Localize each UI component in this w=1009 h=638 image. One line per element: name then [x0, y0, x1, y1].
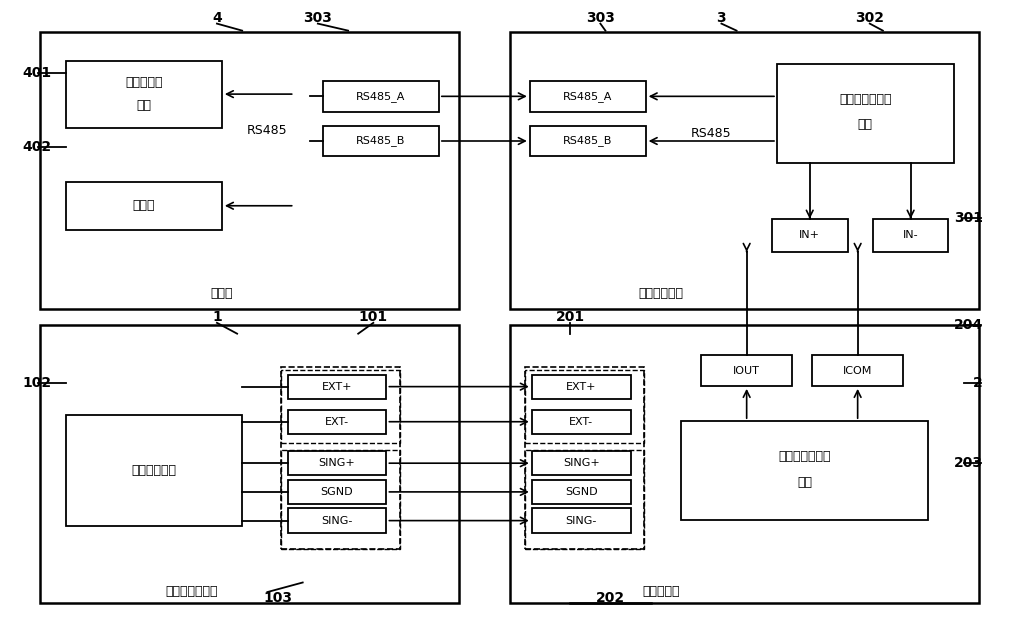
Text: EXT+: EXT+ [566, 382, 596, 392]
Text: 301: 301 [954, 211, 983, 225]
Text: 302: 302 [856, 11, 884, 25]
Bar [40, 325, 459, 603]
Text: 1: 1 [212, 310, 222, 324]
Text: 103: 103 [263, 591, 292, 605]
Text: 4: 4 [212, 11, 222, 25]
Text: EXT-: EXT- [569, 417, 593, 427]
Bar [701, 355, 792, 386]
Bar [532, 375, 631, 399]
Bar [288, 508, 386, 533]
Text: SING+: SING+ [563, 458, 599, 468]
Text: 203: 203 [954, 456, 983, 470]
Text: RS485: RS485 [247, 124, 288, 137]
Bar [812, 355, 903, 386]
Text: SING-: SING- [565, 516, 597, 526]
Text: 数据采集与转换: 数据采集与转换 [838, 93, 892, 106]
Text: 信号转换电路: 信号转换电路 [131, 464, 177, 477]
Text: 工控机: 工控机 [211, 287, 233, 300]
Bar [288, 410, 386, 434]
Bar [532, 410, 631, 434]
Bar [525, 367, 644, 549]
Text: RS485_B: RS485_B [563, 135, 612, 147]
Bar [281, 450, 400, 549]
Text: 模拟信号发生器: 模拟信号发生器 [165, 585, 218, 598]
Bar [66, 182, 222, 230]
Text: SGND: SGND [321, 487, 353, 497]
Bar [66, 61, 222, 128]
Bar [530, 81, 646, 112]
Bar [873, 219, 948, 252]
Text: 显示屏: 显示屏 [132, 199, 155, 212]
Text: 信号处理及转换: 信号处理及转换 [778, 450, 831, 463]
Bar [288, 480, 386, 504]
Bar [288, 451, 386, 475]
Bar [532, 451, 631, 475]
Text: 2: 2 [973, 376, 983, 390]
Text: EXT+: EXT+ [322, 382, 352, 392]
Text: 401: 401 [22, 66, 51, 80]
Text: IN-: IN- [903, 230, 918, 241]
Text: 102: 102 [22, 376, 51, 390]
Text: 模块: 模块 [797, 475, 812, 489]
Text: 待测电路板: 待测电路板 [642, 585, 680, 598]
Bar [281, 367, 400, 549]
Text: 201: 201 [556, 310, 584, 324]
Bar [66, 415, 242, 526]
Text: 204: 204 [954, 318, 983, 332]
Bar [530, 126, 646, 156]
Text: RS485_A: RS485_A [356, 91, 406, 102]
Bar [323, 81, 439, 112]
Bar [40, 32, 459, 309]
Bar [772, 219, 848, 252]
Text: 303: 303 [586, 11, 614, 25]
Text: 信号采集模块: 信号采集模块 [639, 287, 683, 300]
Text: 存储与处理: 存储与处理 [125, 76, 162, 89]
Text: SING+: SING+ [319, 458, 355, 468]
Text: SING-: SING- [321, 516, 353, 526]
Text: 303: 303 [304, 11, 332, 25]
Text: 模块: 模块 [136, 99, 151, 112]
Bar [281, 370, 400, 443]
Text: 3: 3 [716, 11, 726, 25]
Bar [525, 370, 644, 443]
Text: RS485_A: RS485_A [563, 91, 612, 102]
Text: 402: 402 [22, 140, 51, 154]
Bar [532, 508, 631, 533]
Text: 202: 202 [596, 591, 625, 605]
Bar [510, 32, 979, 309]
Text: IOUT: IOUT [734, 366, 760, 376]
Text: EXT-: EXT- [325, 417, 349, 427]
Text: 单元: 单元 [858, 118, 873, 131]
Bar [510, 325, 979, 603]
Text: ICOM: ICOM [843, 366, 873, 376]
Bar [532, 480, 631, 504]
Bar [681, 421, 928, 520]
Bar [288, 375, 386, 399]
Bar [777, 64, 954, 163]
Text: RS485: RS485 [691, 128, 732, 140]
Text: IN+: IN+ [799, 230, 820, 241]
Bar [525, 450, 644, 549]
Text: 101: 101 [359, 310, 387, 324]
Text: RS485_B: RS485_B [356, 135, 406, 147]
Text: SGND: SGND [565, 487, 597, 497]
Bar [323, 126, 439, 156]
